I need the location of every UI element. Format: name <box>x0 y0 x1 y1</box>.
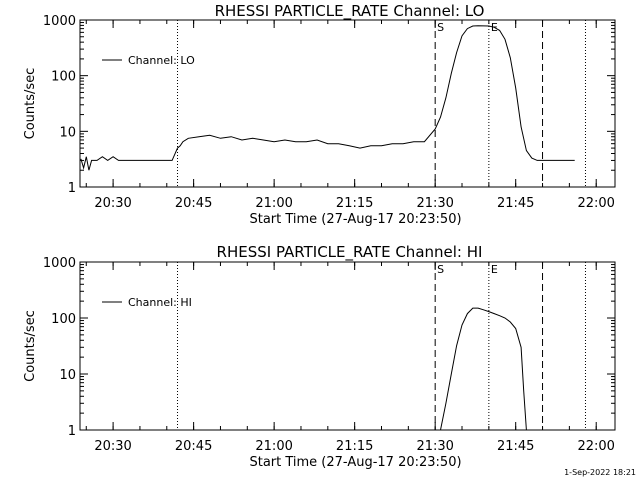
y-tick-label: 10 <box>59 125 76 140</box>
x-tick-label: 22:00 <box>577 439 614 454</box>
y-tick-label: 1 <box>68 424 76 439</box>
x-tick-label: 21:15 <box>336 196 373 211</box>
x-tick-label: 21:45 <box>497 439 534 454</box>
x-tick-label: 21:30 <box>416 196 453 211</box>
chart-title: RHESSI PARTICLE_RATE Channel: HI <box>217 243 483 262</box>
x-tick-label: 20:45 <box>175 196 212 211</box>
x-axis-label: Start Time (27-Aug-17 20:23:50) <box>249 212 461 227</box>
y-tick-label: 100 <box>51 312 76 327</box>
series-line <box>440 307 527 431</box>
series-line <box>80 25 575 171</box>
x-tick-label: 21:45 <box>497 196 534 211</box>
y-tick-label: 1000 <box>43 14 76 29</box>
legend-label: Channel: HI <box>128 296 192 309</box>
timestamp: 1-Sep-2022 18:21 <box>564 468 636 477</box>
x-tick-label: 21:00 <box>255 439 292 454</box>
y-tick-label: 100 <box>51 70 76 85</box>
y-tick-label: 1 <box>68 181 76 196</box>
marker-label: E <box>491 263 498 276</box>
x-tick-label: 20:30 <box>94 196 131 211</box>
panel-lo: RHESSI PARTICLE_RATE Channel: LO 1 10 100 10… <box>23 2 616 227</box>
marker-label: S <box>437 21 444 34</box>
x-tick-label: 21:15 <box>336 439 373 454</box>
chart-title: RHESSI PARTICLE_RATE Channel: LO <box>215 2 485 21</box>
y-axis-label: Counts/sec <box>23 68 38 140</box>
legend-label: Channel: LO <box>128 54 195 67</box>
x-tick-label: 21:30 <box>416 439 453 454</box>
x-tick-label: 22:00 <box>577 196 614 211</box>
y-axis-label: Counts/sec <box>23 310 38 382</box>
x-tick-label: 20:30 <box>94 439 131 454</box>
y-tick-label: 10 <box>59 368 76 383</box>
marker-label: S <box>437 263 444 276</box>
plot-frame <box>79 19 616 188</box>
plot-frame <box>79 261 616 431</box>
x-tick-label: 21:00 <box>255 196 292 211</box>
x-tick-label: 20:45 <box>175 439 212 454</box>
y-tick-label: 1000 <box>43 256 76 271</box>
panel-hi: RHESSI PARTICLE_RATE Channel: HI 1 10 100 10… <box>23 243 616 470</box>
x-axis-label: Start Time (27-Aug-17 20:23:50) <box>249 455 461 470</box>
